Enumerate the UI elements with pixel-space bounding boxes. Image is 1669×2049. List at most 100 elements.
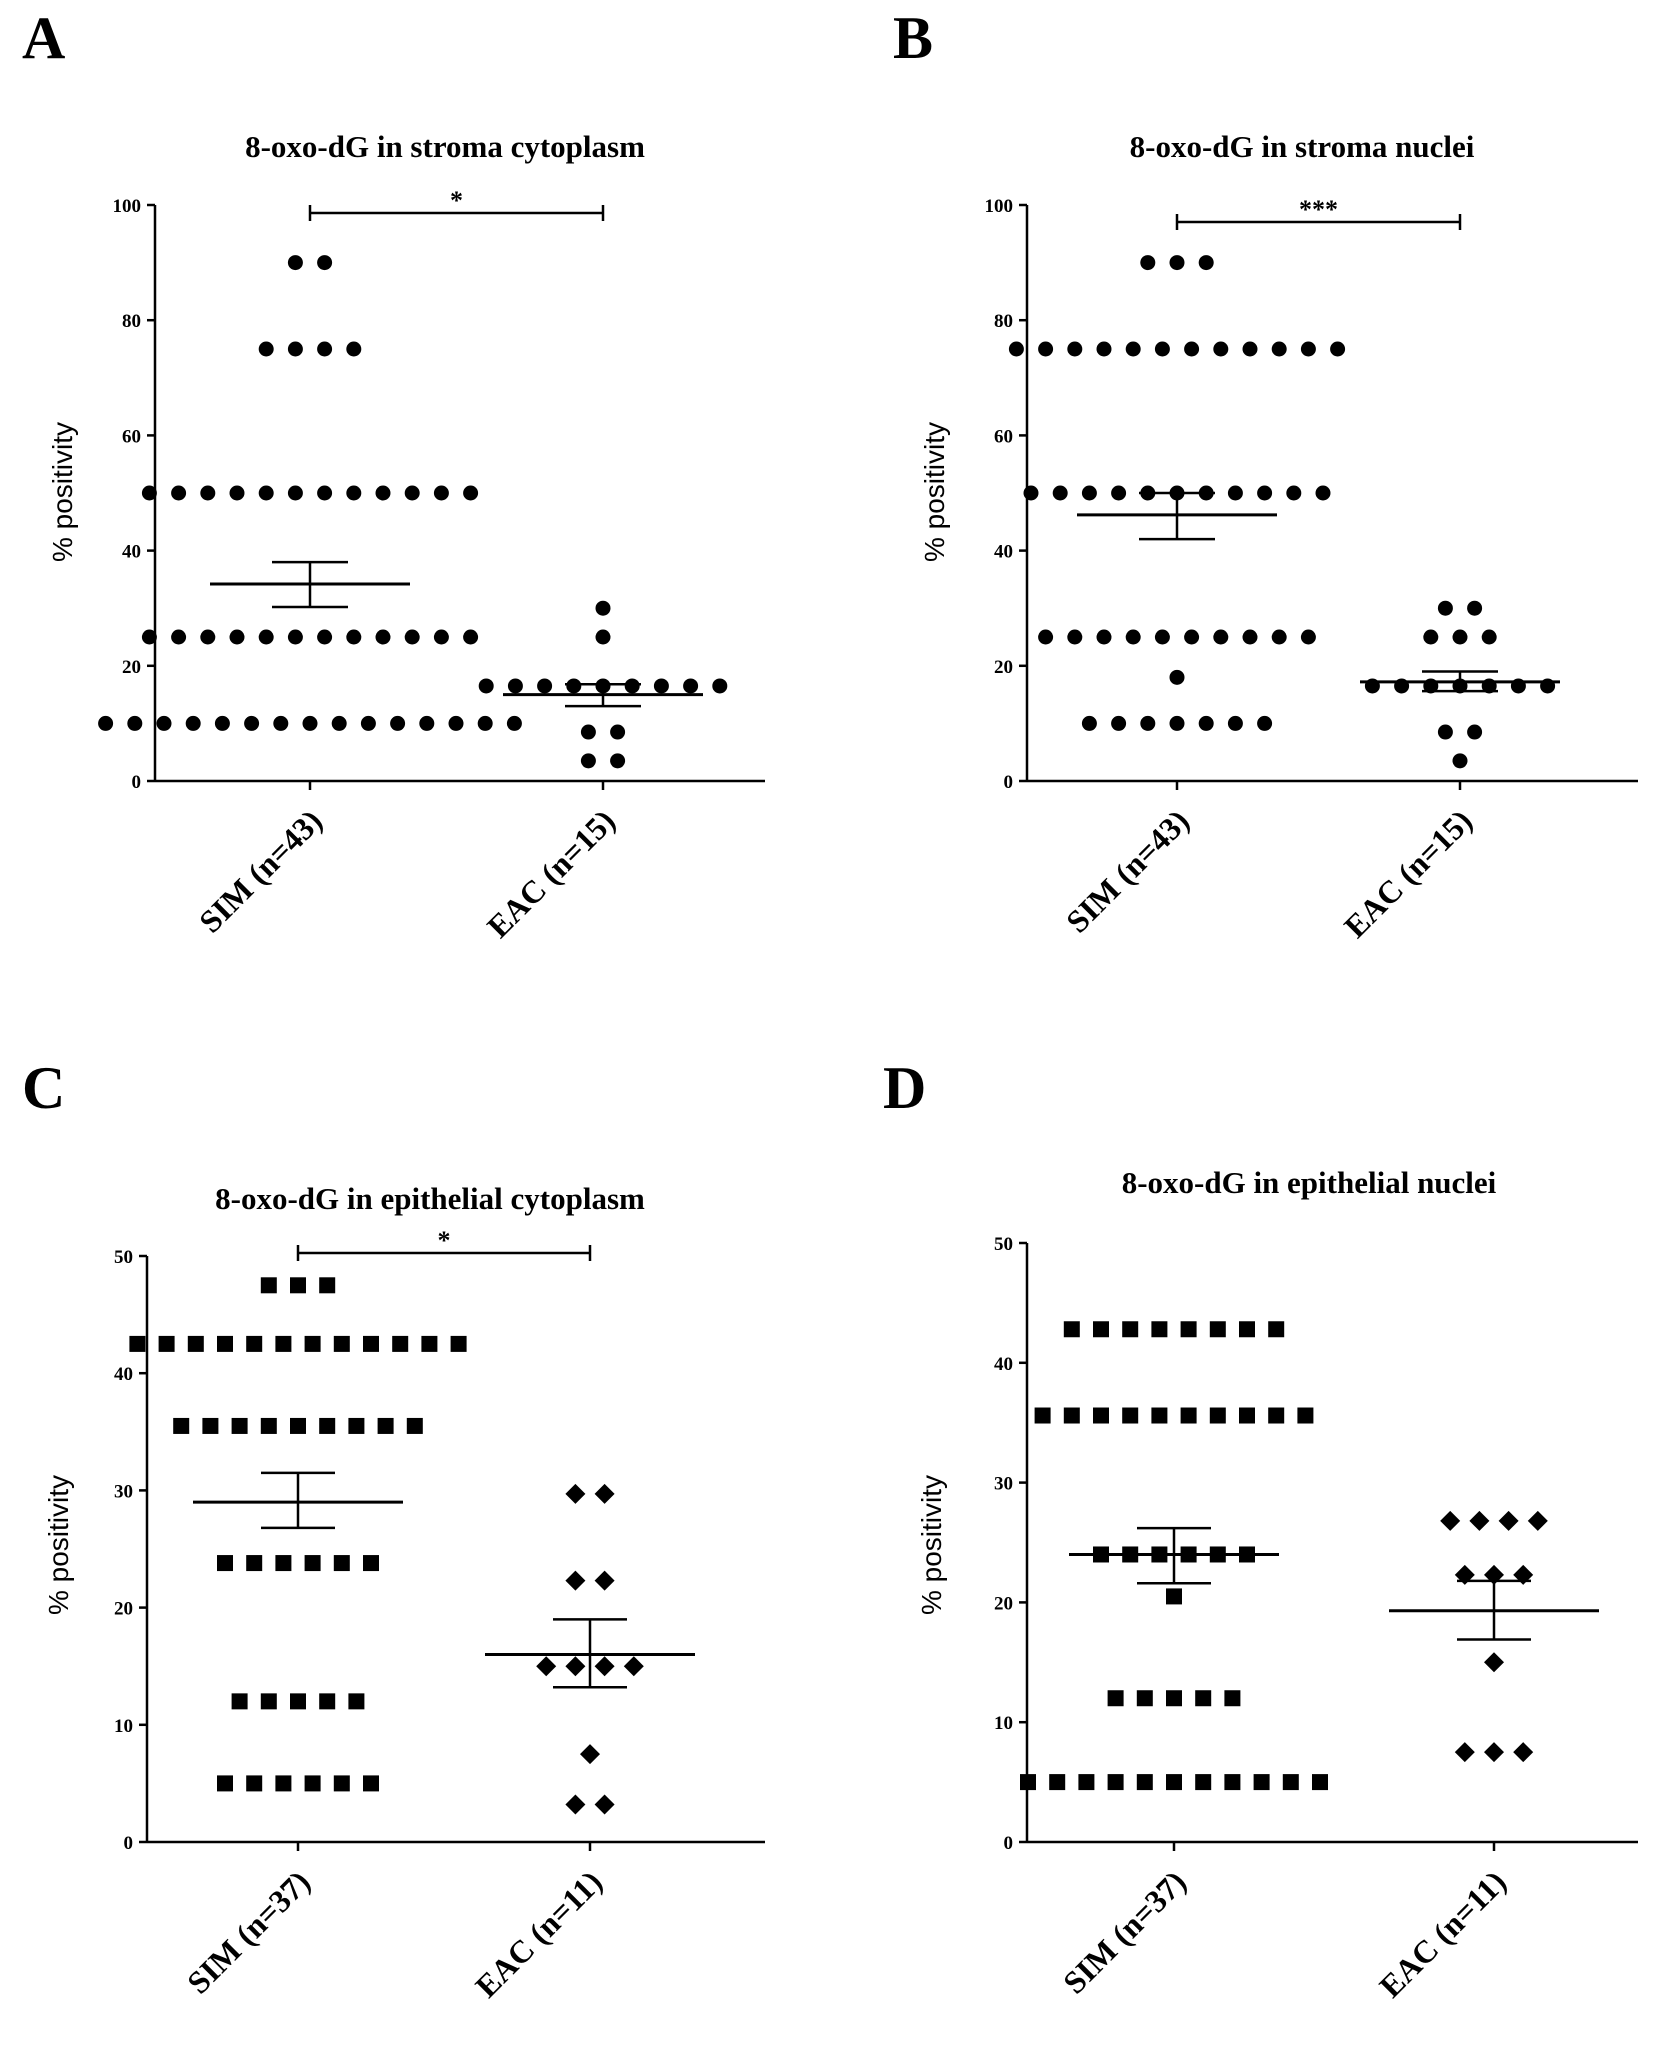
x-category-label: SIM (n=37) (1056, 1863, 1193, 2000)
panel-letter: A (22, 5, 65, 71)
data-point (506, 715, 522, 731)
data-point (1271, 341, 1287, 357)
y-tick-label: 0 (1004, 1833, 1014, 1854)
data-point (594, 1570, 615, 1591)
y-tick-label: 40 (994, 542, 1013, 563)
data-point (333, 1335, 350, 1352)
data-point (1008, 341, 1024, 357)
data-point (404, 629, 420, 645)
data-point (1023, 485, 1039, 501)
data-point (1227, 485, 1243, 501)
data-point (624, 678, 640, 694)
data-point (594, 1656, 615, 1677)
data-point (1180, 1407, 1197, 1424)
data-point (98, 715, 114, 731)
y-tick-label: 20 (994, 1593, 1013, 1614)
x-category-label: EAC (n=15) (1337, 802, 1479, 944)
data-point (463, 485, 479, 501)
data-point (141, 485, 157, 501)
data-point (1498, 1510, 1519, 1531)
data-point (1140, 715, 1156, 731)
data-point (478, 678, 494, 694)
data-point (229, 629, 245, 645)
y-tick-label: 50 (114, 1247, 133, 1268)
data-point (1140, 255, 1156, 271)
data-point (433, 485, 449, 501)
data-point (1242, 629, 1258, 645)
data-point (246, 1335, 263, 1352)
y-tick-label: 10 (994, 1713, 1013, 1734)
data-point (260, 1277, 277, 1294)
data-point (1209, 1321, 1226, 1338)
data-point (1151, 1321, 1168, 1338)
y-tick-label: 40 (994, 1354, 1013, 1375)
data-point (566, 678, 582, 694)
y-axis-label: % positivity (47, 422, 78, 562)
data-point (1297, 1407, 1314, 1424)
data-point (1049, 1774, 1066, 1791)
x-category-label: SIM (n=43) (1059, 802, 1196, 939)
data-point (1469, 1510, 1490, 1531)
data-point (1257, 715, 1273, 731)
chart-title: 8-oxo-dG in epithelial cytoplasm (215, 1181, 645, 1216)
y-tick-label: 50 (994, 1234, 1013, 1255)
data-point (1224, 1774, 1241, 1791)
data-point (1166, 1588, 1182, 1605)
data-point (1467, 724, 1483, 740)
chart-title: 8-oxo-dG in stroma cytoplasm (245, 129, 645, 164)
data-point (360, 715, 376, 731)
data-point (565, 1570, 586, 1591)
y-tick-label: 20 (122, 657, 141, 678)
data-point (1136, 1690, 1153, 1707)
y-tick-label: 0 (124, 1833, 134, 1854)
data-point (375, 485, 391, 501)
chart-title: 8-oxo-dG in stroma nuclei (1130, 129, 1475, 164)
chart-panel-c: C 8-oxo-dG in epithelial cytoplasm 0 10 20 30… (22, 1055, 765, 2004)
data-point (1257, 485, 1273, 501)
data-point (287, 341, 303, 357)
data-point (1096, 629, 1112, 645)
data-point (1300, 629, 1316, 645)
data-point (390, 715, 406, 731)
data-point (129, 1335, 146, 1352)
data-point (1154, 629, 1170, 645)
data-point (1437, 724, 1453, 740)
data-point (1195, 1690, 1212, 1707)
data-point (231, 1693, 248, 1710)
data-point (1268, 1407, 1285, 1424)
data-point (1169, 255, 1185, 271)
x-category-label: SIM (n=43) (192, 802, 329, 939)
significance-label: * (438, 1226, 451, 1255)
data-point (1213, 629, 1229, 645)
data-point (333, 1775, 350, 1792)
x-category-label: EAC (n=11) (468, 1863, 609, 2004)
data-point (404, 485, 420, 501)
significance-label: * (450, 186, 463, 215)
y-tick-label: 20 (994, 657, 1013, 678)
data-point (287, 255, 303, 271)
data-point (463, 629, 479, 645)
data-point (1467, 600, 1483, 616)
y-axis-label: % positivity (919, 422, 950, 562)
y-tick-label: 80 (122, 311, 141, 332)
y-tick-label: 40 (114, 1364, 133, 1385)
data-point (258, 485, 274, 501)
y-tick-label: 0 (1004, 772, 1014, 793)
data-point (217, 1555, 233, 1572)
data-point (317, 629, 333, 645)
data-point (1481, 629, 1497, 645)
data-point (565, 1656, 586, 1677)
data-point (348, 1693, 365, 1710)
data-point (1169, 715, 1185, 731)
data-point (1034, 1407, 1051, 1424)
data-point (1154, 341, 1170, 357)
data-point (127, 715, 143, 731)
data-point (507, 678, 523, 694)
data-point (171, 629, 187, 645)
y-tick-label: 30 (114, 1481, 133, 1502)
data-point (346, 341, 362, 357)
data-point (246, 1775, 263, 1792)
data-point (1125, 629, 1141, 645)
data-point (610, 724, 626, 740)
